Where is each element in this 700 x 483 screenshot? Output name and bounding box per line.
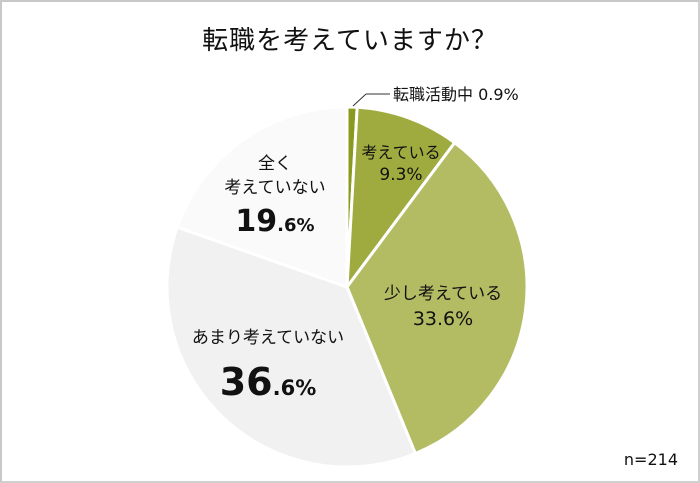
label-not-at-all-pct: 19.6% xyxy=(215,204,335,239)
leader-line xyxy=(352,93,367,107)
label-somewhat: 少し考えている 33.6% xyxy=(368,282,518,332)
sample-size: n=214 xyxy=(623,450,678,469)
pct-int: 19 xyxy=(235,204,278,239)
pct-dec: .6% xyxy=(272,376,317,400)
label-somewhat-pct: 33.6% xyxy=(412,308,474,330)
pie-slice xyxy=(345,105,457,292)
label-thinking: 考えている 9.3% xyxy=(356,142,446,186)
label-thinking-pct: 9.3% xyxy=(379,165,423,185)
label-not-at-all: 全く 考えていない 19.6% xyxy=(215,152,335,239)
label-not-at-all-line2: 考えていない xyxy=(224,178,326,198)
pie-slice xyxy=(165,225,418,469)
chart-title: 転職を考えていますか？ xyxy=(202,26,498,56)
label-not-much-pct: 36.6% xyxy=(178,360,358,404)
label-active-pct: 0.9% xyxy=(478,85,519,104)
pie-slice xyxy=(175,105,349,290)
label-not-at-all-line1: 全く xyxy=(258,154,292,174)
label-not-much: あまり考えていない 36.6% xyxy=(178,326,358,404)
label-somewhat-name: 少し考えている xyxy=(383,284,503,304)
pie-slices xyxy=(165,105,529,469)
label-active-name: 転職活動中 xyxy=(393,85,474,104)
pct-dec: .6% xyxy=(277,215,315,236)
label-not-much-name: あまり考えていない xyxy=(191,328,345,348)
pie-slice xyxy=(345,140,529,456)
label-active: 転職活動中 0.9% xyxy=(393,84,519,106)
label-thinking-name: 考えている xyxy=(361,143,441,162)
pct-int: 36 xyxy=(219,360,273,404)
